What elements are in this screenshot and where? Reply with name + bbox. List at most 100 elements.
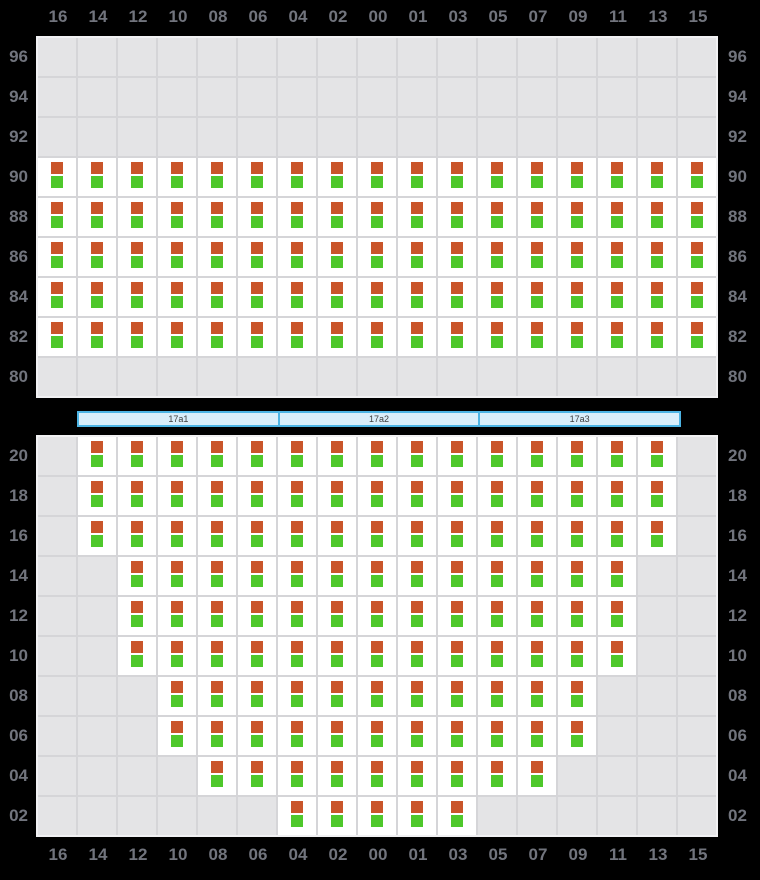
slot-cell-occupied[interactable]: [358, 158, 396, 196]
slot-cell-occupied[interactable]: [598, 238, 636, 276]
slot-cell-occupied[interactable]: [558, 158, 596, 196]
slot-cell-occupied[interactable]: [598, 198, 636, 236]
slot-cell-occupied[interactable]: [38, 238, 76, 276]
slot-cell-occupied[interactable]: [678, 198, 716, 236]
slot-cell-occupied[interactable]: [358, 637, 396, 675]
slot-cell-occupied[interactable]: [158, 437, 196, 475]
slot-cell-occupied[interactable]: [158, 158, 196, 196]
slot-cell-occupied[interactable]: [358, 318, 396, 356]
slot-cell-occupied[interactable]: [438, 198, 476, 236]
slot-cell-occupied[interactable]: [318, 437, 356, 475]
slot-cell-occupied[interactable]: [238, 198, 276, 236]
slot-cell-occupied[interactable]: [238, 278, 276, 316]
slot-cell-occupied[interactable]: [518, 597, 556, 635]
slot-cell-occupied[interactable]: [318, 517, 356, 555]
slot-cell-occupied[interactable]: [318, 637, 356, 675]
slot-cell-occupied[interactable]: [118, 278, 156, 316]
slot-cell-occupied[interactable]: [598, 597, 636, 635]
slot-cell-occupied[interactable]: [158, 517, 196, 555]
slot-cell-occupied[interactable]: [198, 517, 236, 555]
slot-cell-occupied[interactable]: [638, 517, 676, 555]
slot-cell-occupied[interactable]: [238, 677, 276, 715]
slot-cell-occupied[interactable]: [398, 557, 436, 595]
slot-cell-occupied[interactable]: [118, 477, 156, 515]
slot-cell-occupied[interactable]: [238, 757, 276, 795]
slot-cell-occupied[interactable]: [478, 557, 516, 595]
slot-cell-occupied[interactable]: [278, 278, 316, 316]
slot-cell-occupied[interactable]: [78, 278, 116, 316]
slot-cell-occupied[interactable]: [478, 198, 516, 236]
slot-cell-occupied[interactable]: [318, 238, 356, 276]
slot-cell-occupied[interactable]: [278, 437, 316, 475]
slot-cell-occupied[interactable]: [38, 318, 76, 356]
slot-cell-occupied[interactable]: [278, 797, 316, 835]
slot-cell-occupied[interactable]: [518, 318, 556, 356]
slot-cell-occupied[interactable]: [278, 477, 316, 515]
slot-cell-occupied[interactable]: [158, 238, 196, 276]
slot-cell-occupied[interactable]: [398, 757, 436, 795]
slot-cell-occupied[interactable]: [38, 198, 76, 236]
slot-cell-occupied[interactable]: [398, 437, 436, 475]
slot-cell-occupied[interactable]: [358, 717, 396, 755]
slot-cell-occupied[interactable]: [278, 597, 316, 635]
slot-cell-occupied[interactable]: [478, 278, 516, 316]
slot-cell-occupied[interactable]: [478, 318, 516, 356]
slot-cell-occupied[interactable]: [318, 158, 356, 196]
slot-cell-occupied[interactable]: [198, 318, 236, 356]
slot-cell-occupied[interactable]: [198, 158, 236, 196]
slot-cell-occupied[interactable]: [38, 158, 76, 196]
slot-cell-occupied[interactable]: [78, 158, 116, 196]
slot-cell-occupied[interactable]: [318, 717, 356, 755]
slot-cell-occupied[interactable]: [398, 637, 436, 675]
slot-cell-occupied[interactable]: [438, 477, 476, 515]
slot-cell-occupied[interactable]: [598, 318, 636, 356]
slot-cell-occupied[interactable]: [318, 677, 356, 715]
slot-cell-occupied[interactable]: [518, 517, 556, 555]
slot-cell-occupied[interactable]: [438, 517, 476, 555]
slot-cell-occupied[interactable]: [558, 517, 596, 555]
slot-cell-occupied[interactable]: [438, 238, 476, 276]
slot-cell-occupied[interactable]: [598, 477, 636, 515]
slot-cell-occupied[interactable]: [118, 238, 156, 276]
slot-cell-occupied[interactable]: [158, 677, 196, 715]
slot-cell-occupied[interactable]: [278, 198, 316, 236]
slot-cell-occupied[interactable]: [158, 318, 196, 356]
slot-cell-occupied[interactable]: [158, 717, 196, 755]
slot-cell-occupied[interactable]: [318, 597, 356, 635]
slot-cell-occupied[interactable]: [558, 677, 596, 715]
slot-cell-occupied[interactable]: [278, 717, 316, 755]
slot-cell-occupied[interactable]: [558, 278, 596, 316]
slot-cell-occupied[interactable]: [238, 477, 276, 515]
slot-cell-occupied[interactable]: [518, 278, 556, 316]
slot-cell-occupied[interactable]: [478, 757, 516, 795]
slot-cell-occupied[interactable]: [238, 318, 276, 356]
slot-cell-occupied[interactable]: [478, 158, 516, 196]
slot-cell-occupied[interactable]: [638, 477, 676, 515]
slot-cell-occupied[interactable]: [478, 637, 516, 675]
slot-cell-occupied[interactable]: [358, 437, 396, 475]
slot-cell-occupied[interactable]: [478, 677, 516, 715]
slot-cell-occupied[interactable]: [438, 318, 476, 356]
slot-cell-occupied[interactable]: [118, 318, 156, 356]
slot-cell-occupied[interactable]: [558, 477, 596, 515]
slot-cell-occupied[interactable]: [678, 318, 716, 356]
slot-cell-occupied[interactable]: [398, 318, 436, 356]
slot-cell-occupied[interactable]: [158, 597, 196, 635]
slot-cell-occupied[interactable]: [558, 557, 596, 595]
slot-cell-occupied[interactable]: [478, 238, 516, 276]
slot-cell-occupied[interactable]: [238, 517, 276, 555]
slot-cell-occupied[interactable]: [638, 318, 676, 356]
slot-cell-occupied[interactable]: [558, 238, 596, 276]
slot-cell-occupied[interactable]: [238, 637, 276, 675]
slot-cell-occupied[interactable]: [318, 757, 356, 795]
slot-cell-occupied[interactable]: [358, 797, 396, 835]
slot-cell-occupied[interactable]: [438, 717, 476, 755]
slot-cell-occupied[interactable]: [118, 158, 156, 196]
slot-cell-occupied[interactable]: [318, 477, 356, 515]
slot-cell-occupied[interactable]: [198, 677, 236, 715]
slot-cell-occupied[interactable]: [398, 278, 436, 316]
slot-cell-occupied[interactable]: [398, 797, 436, 835]
slot-cell-occupied[interactable]: [518, 437, 556, 475]
slot-cell-occupied[interactable]: [158, 637, 196, 675]
slot-cell-occupied[interactable]: [398, 677, 436, 715]
